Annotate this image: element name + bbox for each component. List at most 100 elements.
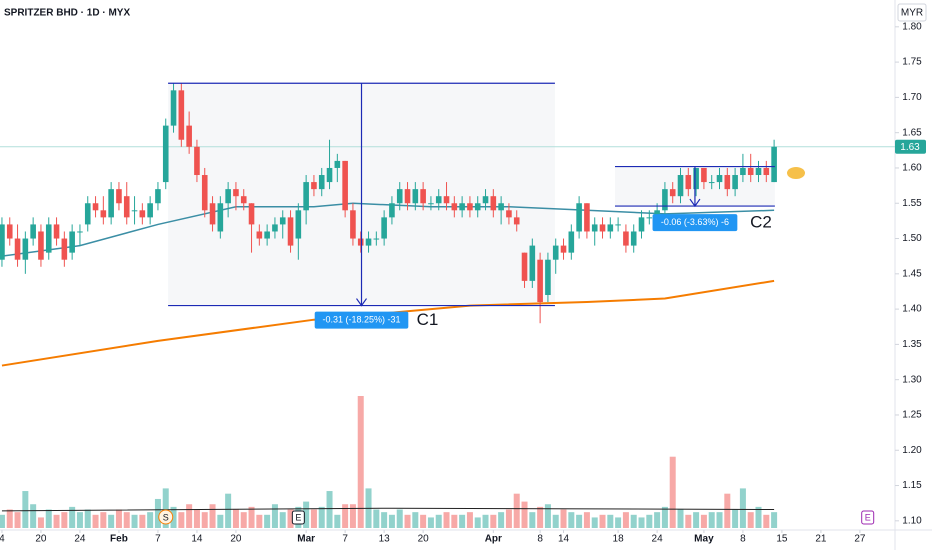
candle-body: [287, 217, 294, 246]
measure-arrow-head: [689, 198, 701, 208]
candle-body: [763, 167, 770, 176]
candle-body: [677, 175, 684, 197]
candle-body: [0, 224, 5, 260]
candle-body: [630, 231, 637, 246]
volume-bar: [84, 509, 91, 528]
candle-body: [771, 146, 777, 183]
y-tick-label: 1.60: [902, 163, 922, 174]
x-tick-label: 20: [35, 534, 47, 545]
candle-body: [45, 224, 52, 253]
volume-bar: [349, 504, 356, 528]
x-tick-label: 8: [740, 534, 746, 545]
volume-bar: [271, 504, 278, 528]
candle-body: [279, 217, 286, 225]
candle-body: [607, 224, 614, 232]
y-tick-label: 1.35: [902, 339, 922, 350]
candle-body: [552, 245, 559, 260]
candle-body: [537, 259, 543, 303]
volume-bar: [404, 514, 411, 528]
volume-bar: [147, 512, 154, 528]
volume-bar: [61, 512, 68, 528]
y-tick-label: 1.15: [902, 480, 922, 491]
measure-tag: C1: [417, 310, 439, 329]
candle-body: [443, 196, 450, 204]
candle-body: [568, 231, 575, 253]
y-tick-label: 1.30: [902, 374, 922, 385]
candle-body: [178, 90, 185, 140]
candle-body: [506, 210, 512, 218]
candle-body: [545, 259, 551, 295]
x-tick-label: Mar: [297, 534, 315, 545]
volume-bar: [739, 488, 746, 528]
measure-tag: C2: [750, 213, 772, 232]
y-tick-label: 1.40: [902, 304, 922, 315]
candle-body: [474, 203, 481, 211]
candle-body: [22, 238, 29, 260]
x-tick-label: 24: [652, 534, 664, 545]
volume-bar: [755, 506, 762, 528]
volume-bar: [123, 512, 130, 528]
candle-body: [201, 175, 208, 211]
volume-bar: [708, 512, 715, 528]
volume-bar: [186, 504, 193, 528]
x-tick-label: 21: [815, 534, 827, 545]
candle-body: [61, 238, 68, 260]
candle-body: [755, 167, 762, 176]
volume-bar: [225, 493, 232, 528]
candle-body: [451, 203, 458, 211]
volume-average: [1, 507, 775, 512]
volume-bar: [654, 512, 661, 528]
event-label: E: [865, 512, 871, 522]
candle-body: [295, 210, 302, 239]
volume-bar: [537, 506, 544, 528]
candle-body: [365, 238, 372, 246]
y-tick-label: 1.20: [902, 445, 922, 456]
y-tick-label: 1.25: [902, 410, 922, 421]
x-tick-label: 8: [537, 534, 543, 545]
volume-bar: [732, 509, 739, 528]
candle-body: [217, 203, 224, 232]
volume-bar: [287, 509, 294, 528]
candle-body: [467, 203, 473, 211]
candle-body: [272, 224, 278, 232]
volume-bar: [443, 512, 450, 528]
volume-bar: [201, 512, 208, 528]
x-tick-label: 20: [418, 534, 430, 545]
candle-body: [513, 217, 520, 225]
volume-bar: [412, 512, 419, 528]
x-tick-label: 13: [379, 534, 391, 545]
volume-bar: [529, 512, 536, 528]
measure-label: -0.31 (-18.25%) -31: [322, 314, 400, 324]
candle-body: [84, 203, 91, 225]
volume-bar: [115, 509, 122, 528]
candle-body: [396, 189, 403, 204]
volume-bar: [685, 514, 692, 528]
volume-bar: [560, 509, 567, 528]
y-tick-label: 1.10: [902, 515, 922, 526]
candle-body: [162, 125, 169, 183]
candle-body: [412, 189, 419, 204]
y-tick-label: 1.50: [902, 233, 922, 244]
candle-body: [116, 189, 122, 204]
candle-body: [311, 182, 317, 190]
candle-body: [357, 238, 364, 246]
volume-bar: [420, 514, 427, 528]
candle-body: [576, 203, 582, 232]
measure-label-box: [652, 214, 738, 232]
volume-bar: [747, 512, 754, 528]
volume-bar: [435, 514, 442, 528]
volume-bar: [459, 514, 466, 528]
volume-bar: [240, 512, 247, 528]
volume-bar: [170, 506, 177, 528]
candle-body: [77, 231, 83, 233]
volume-bar: [303, 501, 310, 528]
candle-body: [256, 231, 263, 239]
volume-bar: [6, 509, 13, 528]
candle-body: [669, 189, 676, 197]
volume-bar: [599, 514, 606, 528]
candle-body: [584, 203, 590, 232]
volume-bar: [37, 517, 44, 528]
event-icon: [158, 509, 174, 525]
volume-bar: [763, 514, 770, 528]
